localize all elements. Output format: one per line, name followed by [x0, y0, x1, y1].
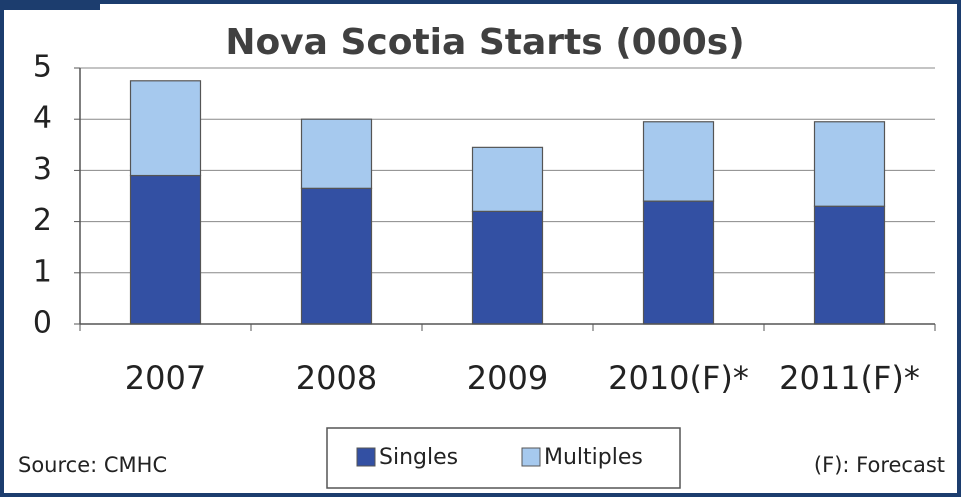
bar-segment — [642, 200, 715, 325]
bar-segment — [471, 146, 544, 212]
bar-segment — [129, 80, 202, 177]
y-tick-label: 3 — [33, 152, 52, 187]
legend-label: Singles — [379, 445, 458, 470]
y-tick-label: 5 — [33, 50, 52, 85]
legend-label: Multiples — [544, 445, 643, 470]
bar-segment — [813, 205, 886, 325]
chart-title: Nova Scotia Starts (000s) — [225, 22, 744, 63]
bar-segment — [813, 121, 886, 207]
legend-box — [326, 427, 681, 489]
x-tick-label: 2008 — [296, 359, 377, 397]
x-tick-label: 2007 — [125, 359, 206, 397]
x-tick-label: 2011(F)* — [779, 359, 920, 397]
tab — [0, 0, 100, 10]
legend-swatch — [356, 447, 376, 467]
note: (F): Forecast — [814, 453, 945, 477]
x-tick-label: 2010(F)* — [608, 359, 749, 397]
legend-swatch — [521, 447, 541, 467]
source: Source: CMHC — [18, 453, 167, 477]
y-tick-label: 1 — [33, 254, 52, 289]
bar-segment — [129, 174, 202, 325]
y-tick-label: 0 — [33, 306, 52, 341]
x-tick-label: 2009 — [467, 359, 548, 397]
y-tick-label: 2 — [33, 203, 52, 238]
bar-segment — [300, 187, 373, 325]
bar-segment — [471, 210, 544, 325]
y-tick-label: 4 — [33, 101, 52, 136]
bar-segment — [300, 118, 373, 189]
bar-segment — [642, 121, 715, 202]
